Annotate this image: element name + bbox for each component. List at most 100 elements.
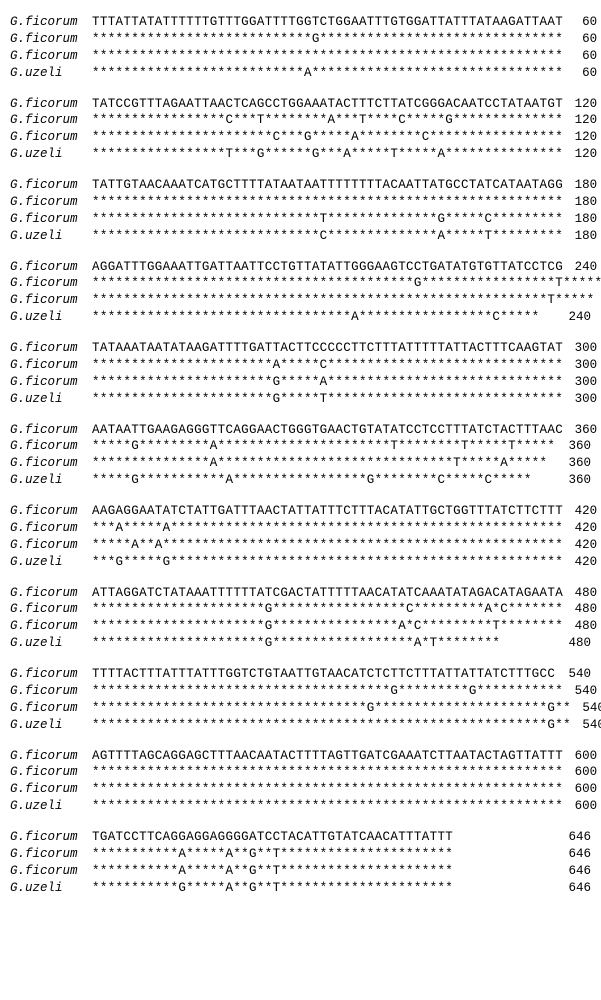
species-label: G.uzeli — [10, 635, 92, 652]
species-label: G.ficorum — [10, 259, 92, 276]
species-label: G.uzeli — [10, 391, 92, 408]
species-label: G.ficorum — [10, 700, 92, 717]
position-number: 180 — [563, 177, 597, 194]
alignment-row: G.uzeli***G*****G***********************… — [10, 554, 591, 571]
alignment-row: G.ficorum*****************************T*… — [10, 211, 591, 228]
position-number: 360 — [557, 472, 591, 489]
species-label: G.ficorum — [10, 748, 92, 765]
alignment-row: G.ficorumTGATCCTTCAGGAGGAGGGGATCCTACATTG… — [10, 829, 591, 846]
alignment-row: G.ficorum*******************************… — [10, 764, 591, 781]
sequence-text: AAGAGGAATATCTATTGATTTAACTATTATTTCTTTACAT… — [92, 503, 563, 520]
alignment-row: G.ficorum*******************************… — [10, 292, 591, 309]
alignment-row: G.ficorumTTTATTATATTTTTTGTTTGGATTTTGGTCT… — [10, 14, 591, 31]
position-number: 646 — [557, 880, 591, 897]
alignment-block: G.ficorumTTTATTATATTTTTTGTTTGGATTTTGGTCT… — [10, 14, 591, 82]
alignment-row: G.uzeli**********************G**********… — [10, 635, 591, 652]
alignment-row: G.uzeli*****************T***G******G***A… — [10, 146, 591, 163]
position-number: 600 — [563, 798, 597, 815]
species-label: G.ficorum — [10, 503, 92, 520]
species-label: G.ficorum — [10, 292, 92, 309]
alignment-row: G.ficorum*******************************… — [10, 683, 591, 700]
sequence-text: ****************************************… — [92, 764, 563, 781]
sequence-text: ***********A*****A**G**T****************… — [92, 846, 557, 863]
sequence-text: *****************************T**********… — [92, 211, 563, 228]
sequence-text: ****************************************… — [92, 798, 563, 815]
alignment-row: G.ficorum***A*****A*********************… — [10, 520, 591, 537]
species-label: G.ficorum — [10, 422, 92, 439]
position-number: 240 — [594, 292, 601, 309]
species-label: G.uzeli — [10, 472, 92, 489]
alignment-block: G.ficorumAGGATTTGGAAATTGATTAATTCCTGTTATA… — [10, 259, 591, 327]
position-number: 240 — [557, 309, 591, 326]
alignment-block: G.ficorumTATTGTAACAAATCATGCTTTTATAATAATT… — [10, 177, 591, 245]
alignment-row: G.ficorum***********A*****A**G**T*******… — [10, 846, 591, 863]
alignment-row: G.ficorum*******************************… — [10, 194, 591, 211]
sequence-text: ***********************G*****T**********… — [92, 391, 563, 408]
sequence-text: *****************C***T********A***T****C… — [92, 112, 563, 129]
alignment-row: G.ficorumAAGAGGAATATCTATTGATTTAACTATTATT… — [10, 503, 591, 520]
position-number: 420 — [563, 520, 597, 537]
alignment-row: G.ficorumTATCCGTTTAGAATTAACTCAGCCTGGAAAT… — [10, 96, 591, 113]
species-label: G.ficorum — [10, 194, 92, 211]
species-label: G.ficorum — [10, 96, 92, 113]
alignment-row: G.ficorum**********************G********… — [10, 601, 591, 618]
alignment-row: G.ficorumAATAATTGAAGAGGGTTCAGGAACTGGGTGA… — [10, 422, 591, 439]
sequence-text: ****************************G***********… — [92, 31, 563, 48]
species-label: G.uzeli — [10, 880, 92, 897]
alignment-row: G.ficorum***********************C***G***… — [10, 129, 591, 146]
species-label: G.ficorum — [10, 601, 92, 618]
position-number: 540 — [563, 683, 597, 700]
position-number: 120 — [563, 96, 597, 113]
alignment-row: G.ficorumTTTTACTTTATTTATTTGGTCTGTAATTGTA… — [10, 666, 591, 683]
alignment-row: G.ficorum*******************************… — [10, 781, 591, 798]
sequence-text: ***********A*****A**G**T****************… — [92, 863, 557, 880]
species-label: G.uzeli — [10, 65, 92, 82]
alignment-row: G.ficorum***********************G*****A*… — [10, 374, 591, 391]
alignment-block: G.ficorumTGATCCTTCAGGAGGAGGGGATCCTACATTG… — [10, 829, 591, 897]
sequence-text: TTTTACTTTATTTATTTGGTCTGTAATTGTAACATCTCTT… — [92, 666, 557, 683]
species-label: G.ficorum — [10, 455, 92, 472]
species-label: G.uzeli — [10, 717, 92, 734]
alignment-row: G.ficorumATTAGGATCTATAAATTTTTTATCGACTATT… — [10, 585, 591, 602]
sequence-text: TTTATTATATTTTTTGTTTGGATTTTGGTCTGGAATTTGT… — [92, 14, 563, 31]
sequence-text: *****************T***G******G***A*****T*… — [92, 146, 563, 163]
species-label: G.ficorum — [10, 618, 92, 635]
species-label: G.ficorum — [10, 781, 92, 798]
position-number: 60 — [563, 48, 597, 65]
position-number: 360 — [557, 455, 591, 472]
species-label: G.ficorum — [10, 764, 92, 781]
position-number: 540 — [571, 700, 601, 717]
position-number: 480 — [563, 601, 597, 618]
species-label: G.ficorum — [10, 48, 92, 65]
sequence-text: ***************************A************… — [92, 65, 563, 82]
sequence-text: ***********************G*****A**********… — [92, 374, 563, 391]
species-label: G.ficorum — [10, 666, 92, 683]
sequence-text: *****G***********A*****************G****… — [92, 472, 557, 489]
position-number: 300 — [563, 357, 597, 374]
species-label: G.ficorum — [10, 31, 92, 48]
sequence-text: AGTTTTAGCAGGAGCTTTAACAATACTTTTAGTTGATCGA… — [92, 748, 563, 765]
alignment-row: G.uzeli*****G***********A***************… — [10, 472, 591, 489]
position-number: 300 — [563, 340, 597, 357]
sequence-text: AATAATTGAAGAGGGTTCAGGAACTGGGTGAACTGTATAT… — [92, 422, 563, 439]
species-label: G.ficorum — [10, 129, 92, 146]
position-number: 600 — [563, 764, 597, 781]
alignment-row: G.ficorum*****************C***T********A… — [10, 112, 591, 129]
alignment-block: G.ficorumATTAGGATCTATAAATTTTTTATCGACTATT… — [10, 585, 591, 653]
position-number: 600 — [563, 748, 597, 765]
alignment-row: G.uzeli*********************************… — [10, 309, 591, 326]
position-number: 646 — [557, 863, 591, 880]
position-number: 300 — [563, 374, 597, 391]
position-number: 180 — [563, 228, 597, 245]
position-number: 480 — [563, 585, 597, 602]
sequence-text: AGGATTTGGAAATTGATTAATTCCTGTTATATTGGGAAGT… — [92, 259, 563, 276]
species-label: G.ficorum — [10, 374, 92, 391]
sequence-text: **********************G*****************… — [92, 601, 563, 618]
sequence-text: ****************************************… — [92, 292, 594, 309]
sequence-text: ****************************************… — [92, 48, 563, 65]
alignment-row: G.ficorum***************A***************… — [10, 455, 591, 472]
sequence-text: TGATCCTTCAGGAGGAGGGGATCCTACATTGTATCAACAT… — [92, 829, 557, 846]
species-label: G.ficorum — [10, 863, 92, 880]
alignment-block: G.ficorumAAGAGGAATATCTATTGATTTAACTATTATT… — [10, 503, 591, 571]
alignment-row: G.ficorum***********A*****A**G**T*******… — [10, 863, 591, 880]
